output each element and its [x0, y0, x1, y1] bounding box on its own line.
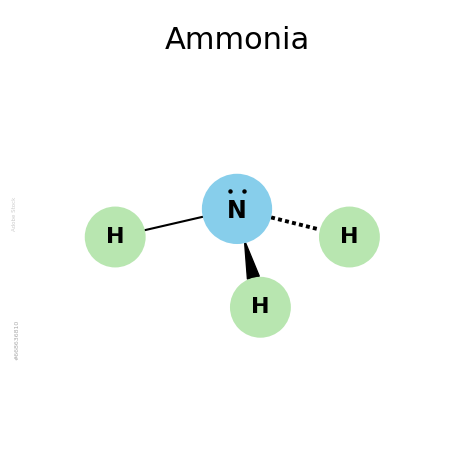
Text: Adobe Stock: Adobe Stock: [12, 196, 17, 231]
Text: H: H: [106, 227, 125, 247]
Text: #668636810: #668636810: [14, 320, 19, 360]
Circle shape: [319, 207, 380, 267]
Text: H: H: [340, 227, 359, 247]
Text: Ammonia: Ammonia: [164, 26, 310, 55]
Text: N: N: [227, 199, 247, 223]
Circle shape: [230, 277, 291, 337]
Text: H: H: [251, 297, 270, 317]
Polygon shape: [245, 243, 259, 279]
Circle shape: [202, 174, 272, 244]
Circle shape: [85, 207, 146, 267]
